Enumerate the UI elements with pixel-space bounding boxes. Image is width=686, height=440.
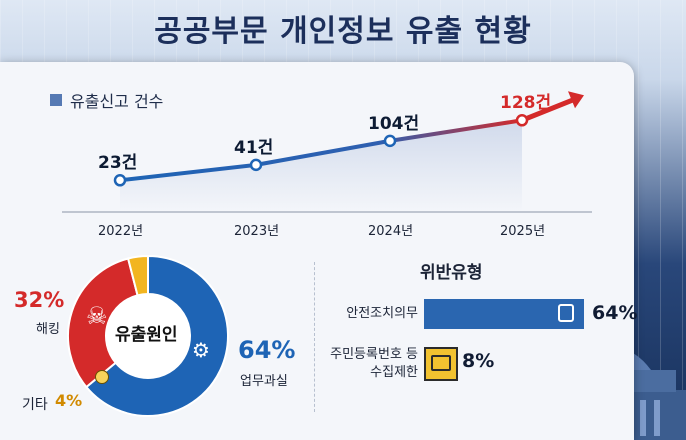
donut-center-label: 유출원인 — [115, 325, 178, 345]
data-label: 41건 — [234, 137, 274, 158]
legend-swatch — [50, 94, 62, 106]
slice-label-hacking: 해킹 — [36, 322, 60, 337]
id-card-icon — [431, 355, 451, 371]
data-point — [383, 134, 397, 148]
slice-label-negligence: 업무과실 — [240, 374, 288, 389]
bar-chart-title: 위반유형 — [420, 263, 483, 283]
x-tick-label: 2022년 — [98, 224, 144, 239]
slice-label-other: 기타 — [22, 397, 48, 413]
slice-pct-negligence: 64% — [238, 336, 296, 364]
trend-arrow-head — [568, 91, 584, 109]
skull-icon: ☠ — [86, 302, 108, 330]
slice-pct-other: 4% — [55, 391, 83, 410]
section-divider — [314, 262, 315, 412]
data-point — [113, 174, 127, 187]
x-tick-label: 2025년 — [500, 224, 546, 239]
x-tick-label: 2024년 — [368, 224, 414, 239]
bar-category-label: 주민등록번호 등 수집제한 — [330, 347, 418, 380]
bar-category-label: 안전조치의무 — [346, 306, 418, 321]
donut-hole — [106, 294, 190, 378]
gear-icon: ⚙ — [192, 338, 210, 362]
bar-value-label: 64% — [592, 302, 638, 324]
data-point — [515, 114, 529, 127]
lock-icon — [558, 304, 574, 322]
trend-arrow-shaft — [521, 95, 578, 123]
bar — [424, 299, 584, 329]
data-label: 128건 — [500, 93, 552, 114]
series-line — [119, 118, 523, 183]
data-label: 104건 — [368, 113, 420, 134]
x-tick-label: 2023년 — [234, 224, 280, 239]
page-title: 공공부문 개인정보 유출 현황 — [154, 14, 532, 49]
bar-value-label: 8% — [462, 350, 495, 372]
coin-icon — [95, 370, 109, 384]
line-area-fill — [120, 120, 522, 212]
slice-pct-hacking: 32% — [14, 288, 65, 312]
data-label: 23건 — [98, 153, 138, 174]
legend-label: 유출신고 건수 — [70, 92, 164, 111]
bar — [424, 347, 458, 381]
line-chart-legend: 유출신고 건수 — [50, 88, 163, 112]
data-point — [249, 158, 263, 172]
